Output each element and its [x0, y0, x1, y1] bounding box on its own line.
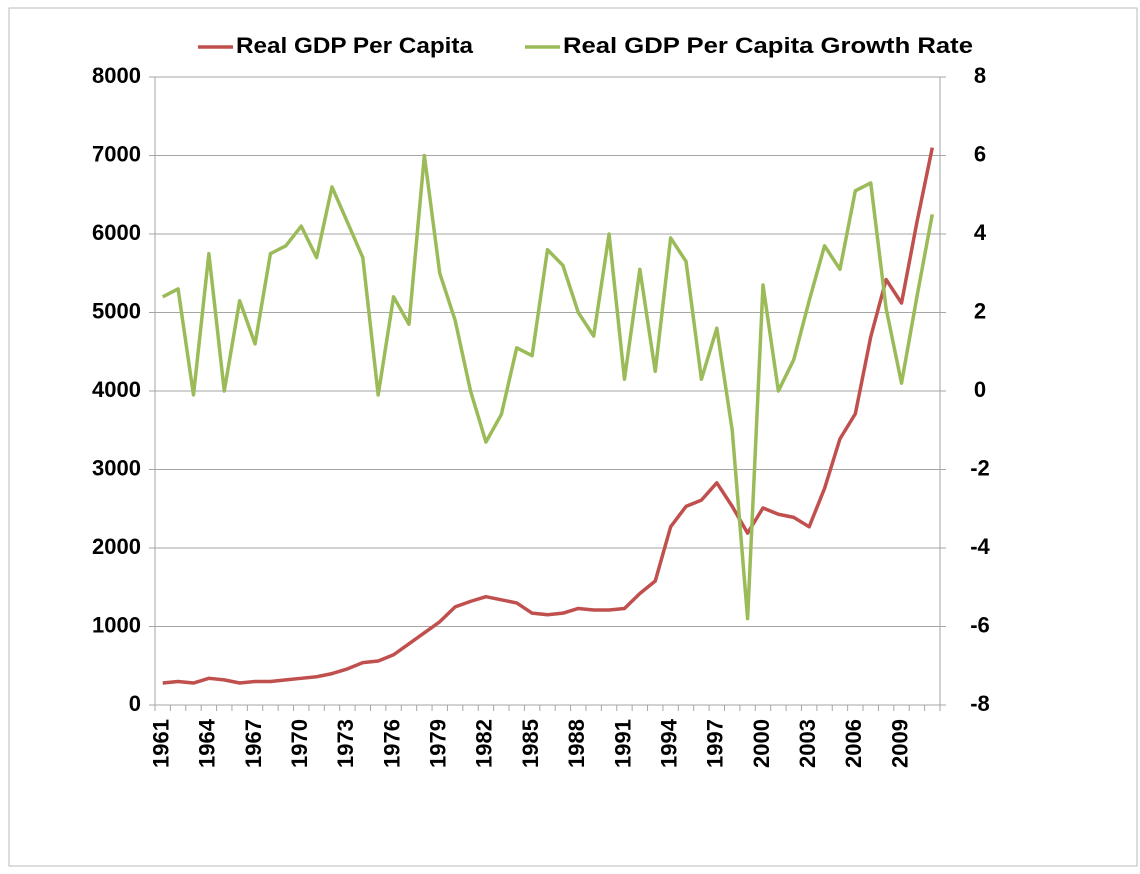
x-tick-label: 1964 [195, 718, 220, 768]
y-tick-label: 5000 [92, 298, 141, 323]
x-tick-label: 1970 [287, 719, 312, 768]
y-tick-label: 8000 [92, 63, 141, 88]
legend-label: Real GDP Per Capita [236, 33, 474, 58]
y2-tick-label: -8 [970, 691, 990, 716]
x-tick-label: 1973 [333, 719, 358, 768]
y-tick-label: 1000 [92, 612, 141, 637]
y2-tick-label: 2 [974, 298, 986, 323]
legend-label: Real GDP Per Capita Growth Rate [563, 33, 973, 58]
x-tick-label: 1988 [564, 719, 589, 768]
x-tick-label: 1997 [703, 719, 728, 768]
y-tick-label: 0 [129, 691, 141, 716]
x-tick-label: 1991 [610, 719, 635, 768]
y-tick-label: 2000 [92, 534, 141, 559]
series-line [162, 147, 935, 685]
y-tick-label: 7000 [92, 141, 141, 166]
y2-tick-label: -2 [970, 455, 990, 480]
x-tick-label: 1994 [656, 718, 681, 768]
chart-border [8, 7, 1138, 867]
y2-tick-label: 0 [974, 377, 986, 402]
y-tick-label: 3000 [92, 455, 141, 480]
x-tick-label: 2003 [795, 719, 820, 768]
y2-tick-label: 4 [974, 220, 987, 245]
y2-tick-label: 6 [974, 141, 986, 166]
x-tick-label: 1985 [518, 719, 543, 768]
y2-tick-label: -4 [970, 534, 990, 559]
x-tick-label: 2006 [841, 719, 866, 768]
x-tick-label: 2000 [749, 719, 774, 768]
x-tick-label: 1976 [379, 719, 404, 768]
y2-tick-label: 8 [974, 63, 986, 88]
x-tick-label: 1961 [149, 719, 174, 768]
y2-tick-label: -6 [970, 612, 990, 637]
x-tick-label: 1967 [241, 719, 266, 768]
x-tick-label: 2009 [887, 719, 912, 768]
y-tick-label: 6000 [92, 220, 141, 245]
x-tick-label: 1979 [426, 719, 451, 768]
series-line [161, 153, 935, 621]
x-tick-label: 1982 [472, 719, 497, 768]
y-tick-label: 4000 [92, 377, 141, 402]
